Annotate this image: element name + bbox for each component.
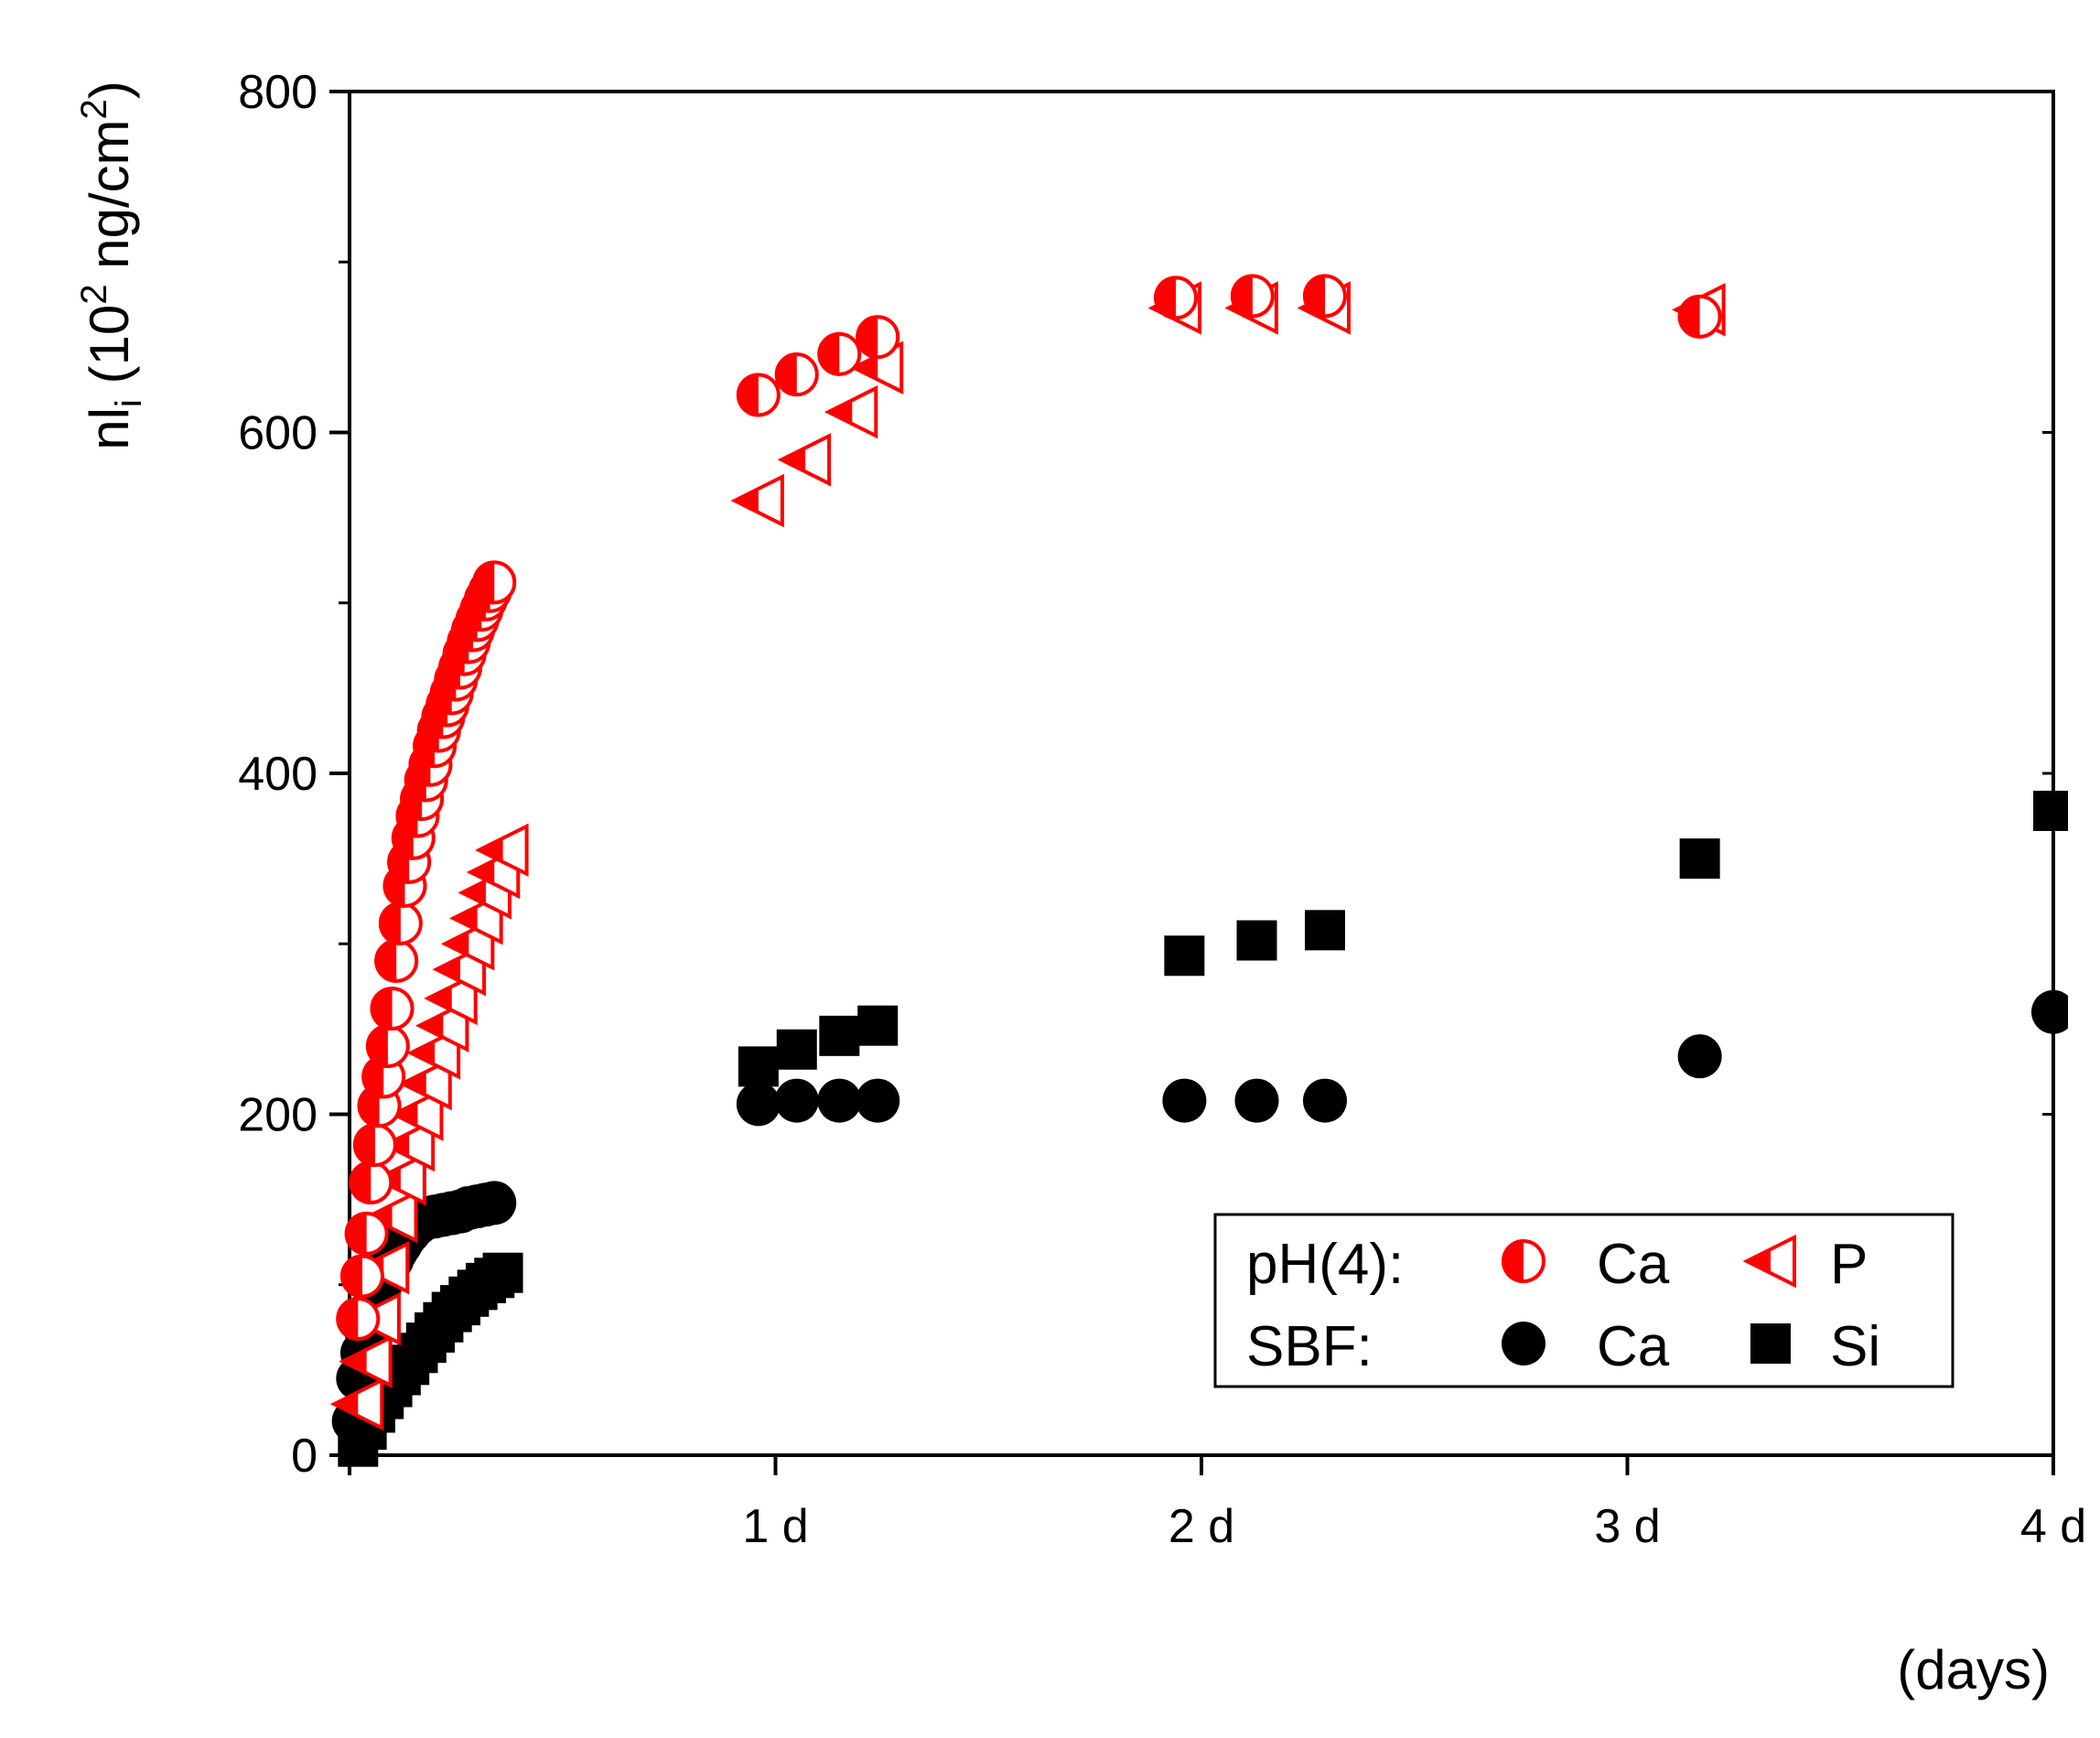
point-ph4-p (824, 384, 878, 439)
legend-marker-sbf-si (1750, 1323, 1791, 1364)
point-ph4-p (475, 823, 529, 878)
point-ph4-ca (856, 315, 900, 360)
x-tick-label: 2 d (1168, 1500, 1234, 1553)
point-ph4-ca (1154, 275, 1199, 320)
point-sbf-si (1236, 920, 1277, 961)
y-axis-title: nli (102 ng/cm2) (74, 81, 149, 450)
point-sbf-ca (2031, 989, 2068, 1034)
point-sbf-ca (1234, 1078, 1279, 1123)
legend-entry-ph4-p: P (1830, 1233, 1868, 1296)
point-sbf-ca (1677, 1034, 1722, 1079)
point-ph4-ca (339, 1254, 384, 1299)
point-ph4-p (329, 1376, 384, 1431)
series-ph4-p (329, 281, 1726, 1431)
point-ph4-ca (344, 1211, 389, 1256)
legend: pH(4): SBF: Ca P Ca Si (1213, 1213, 1955, 1388)
point-sbf-si (819, 1015, 860, 1056)
point-sbf-si (857, 1005, 899, 1046)
point-ph4-ca (736, 372, 781, 417)
tick-labels: 0 200 400 600 800 1 d 2 d 3 d 4 d (238, 66, 2086, 1553)
axes (329, 90, 2055, 1475)
point-sbf-si (776, 1029, 817, 1070)
point-ph4-p (398, 1056, 452, 1111)
point-sbf-si (482, 1252, 523, 1293)
point-sbf-ca (817, 1078, 862, 1123)
legend-marker-ph4-p (1742, 1234, 1796, 1289)
point-ph4-ca (365, 1024, 410, 1068)
point-ph4-ca (774, 352, 819, 397)
x-tick-label: 4 d (2020, 1500, 2086, 1553)
point-ph4-ca (817, 331, 862, 376)
point-ph4-ca (370, 987, 415, 1031)
point-sbf-si (2033, 790, 2068, 831)
legend-group-label-sbf: SBF: (1246, 1315, 1373, 1378)
data-points (329, 274, 2068, 1467)
point-ph4-p (381, 1117, 436, 1172)
point-ph4-p (730, 473, 784, 528)
point-ph4-p (390, 1087, 444, 1141)
point-ph4-p (777, 433, 832, 487)
y-tick-label: 0 (291, 1430, 318, 1483)
series-ph4-ca (336, 274, 1722, 1341)
point-ph4-ca (349, 1160, 393, 1204)
legend-entry-sbf-ca: Ca (1597, 1315, 1670, 1378)
legend-box (1213, 1213, 1955, 1388)
point-sbf-ca (472, 1181, 517, 1225)
y-tick-label: 400 (238, 748, 318, 801)
point-sbf-ca (1302, 1078, 1347, 1123)
point-ph4-ca (1677, 294, 1722, 339)
point-ph4-ca (472, 560, 517, 605)
point-sbf-si (1679, 838, 1720, 880)
y-tick-label: 200 (238, 1089, 318, 1142)
legend-marker-ph4-ca (1502, 1239, 1545, 1283)
point-ph4-ca (352, 1123, 397, 1168)
point-ph4-p (424, 971, 478, 1026)
point-ph4-p (339, 1334, 393, 1388)
point-sbf-si (738, 1046, 779, 1087)
legend-entry-sbf-si: Si (1830, 1315, 1880, 1378)
point-sbf-si (1304, 910, 1345, 951)
point-sbf-ca (736, 1082, 781, 1127)
point-ph4-ca (1302, 274, 1347, 318)
y-tick-label: 600 (238, 407, 318, 460)
legend-group-label-ph4: pH(4): (1246, 1233, 1404, 1296)
point-sbf-ca (1162, 1078, 1207, 1123)
x-tick-label: 3 d (1594, 1500, 1660, 1553)
point-ph4-ca (378, 901, 423, 945)
legend-marker-sbf-ca (1502, 1322, 1545, 1366)
point-ph4-ca (374, 938, 419, 983)
point-ph4-ca (336, 1297, 381, 1341)
legend-entry-ph4-ca: Ca (1597, 1233, 1670, 1296)
point-sbf-ca (856, 1078, 900, 1123)
point-sbf-si (1164, 935, 1205, 977)
y-tick-label: 800 (238, 66, 318, 119)
x-axis-title: (days) (1897, 1639, 2050, 1700)
x-tick-label: 1 d (742, 1500, 808, 1553)
point-ph4-ca (1230, 274, 1275, 318)
point-sbf-ca (774, 1078, 819, 1123)
